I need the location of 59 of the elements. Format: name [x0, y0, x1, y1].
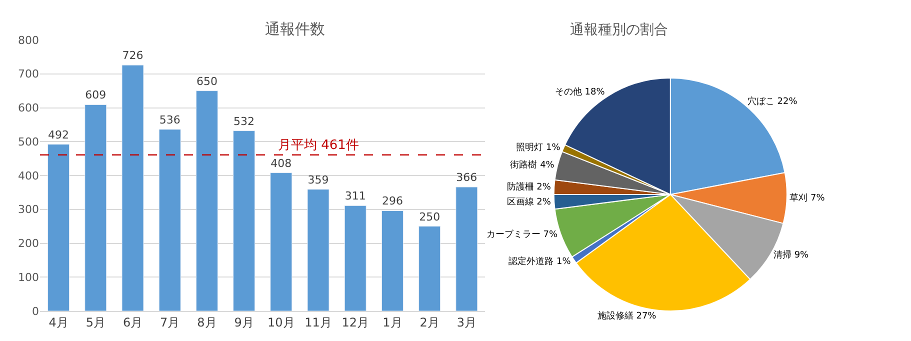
data-label: 536 — [159, 113, 180, 126]
y-tick-label: 200 — [18, 237, 39, 250]
bar — [158, 129, 181, 311]
x-tick-label: 8月 — [197, 315, 217, 330]
x-tick-label: 9月 — [234, 315, 254, 330]
slice-label: その他 18% — [554, 86, 606, 98]
data-label: 359 — [308, 173, 329, 186]
x-tick-label: 5月 — [86, 315, 106, 330]
bar — [196, 90, 218, 311]
bar — [344, 205, 366, 311]
bar — [122, 64, 144, 311]
y-tick-label: 700 — [18, 68, 39, 81]
data-label: 408 — [270, 156, 292, 170]
bar — [381, 210, 404, 311]
bar — [307, 189, 330, 311]
x-tick-label: 4月 — [48, 315, 68, 330]
data-label: 609 — [85, 88, 106, 102]
y-tick-label: 400 — [18, 169, 39, 182]
y-tick-label: 800 — [18, 34, 39, 47]
data-label: 726 — [122, 49, 144, 62]
bar — [48, 144, 70, 311]
x-tick-label: 3月 — [456, 315, 476, 330]
slice-label: 認定外道路 1% — [508, 256, 572, 268]
data-label: 250 — [419, 210, 440, 224]
x-tick-label: 10月 — [268, 315, 295, 330]
chart-title: 通報種別の割合 — [570, 22, 668, 38]
x-tick-label: 1月 — [382, 315, 402, 330]
slice-label: 防護柵 2% — [506, 182, 552, 193]
y-tick-label: 600 — [18, 102, 39, 115]
slice-label: 穴ぼこ 22% — [747, 96, 798, 107]
bar — [233, 130, 256, 311]
x-tick-label: 11月 — [304, 315, 332, 330]
data-label: 366 — [456, 171, 478, 184]
x-tick-label: 6月 — [122, 315, 143, 330]
data-label: 296 — [382, 194, 403, 208]
y-tick-label: 100 — [18, 270, 39, 284]
data-label: 532 — [234, 114, 255, 128]
x-tick-label: 12月 — [342, 315, 369, 330]
chart-title: 通報件数 — [265, 20, 325, 38]
x-tick-label: 7月 — [160, 315, 180, 330]
bar — [418, 226, 441, 311]
data-label: 492 — [48, 128, 70, 142]
y-tick-label: 300 — [18, 203, 39, 216]
bar — [84, 104, 107, 311]
slice-label: 街路樹 4% — [510, 160, 555, 171]
slice-label: 清掃 9% — [773, 250, 810, 261]
slice-label: カーブミラー 7% — [486, 229, 558, 240]
x-tick-label: 2月 — [420, 315, 440, 330]
y-tick-label: 500 — [18, 135, 39, 148]
bar — [456, 186, 478, 311]
y-tick-label: 0 — [32, 304, 39, 318]
bar — [270, 172, 292, 311]
data-label: 311 — [344, 190, 366, 203]
slice-label: 区画線 2% — [506, 196, 552, 208]
slice-label: 照明灯 1% — [516, 142, 561, 153]
data-label: 650 — [196, 74, 218, 88]
slice-label: 草刈 7% — [790, 192, 826, 204]
ref-line-label: 月平均 461件 — [278, 138, 359, 153]
slice-label: 施設修繕 27% — [597, 310, 657, 322]
